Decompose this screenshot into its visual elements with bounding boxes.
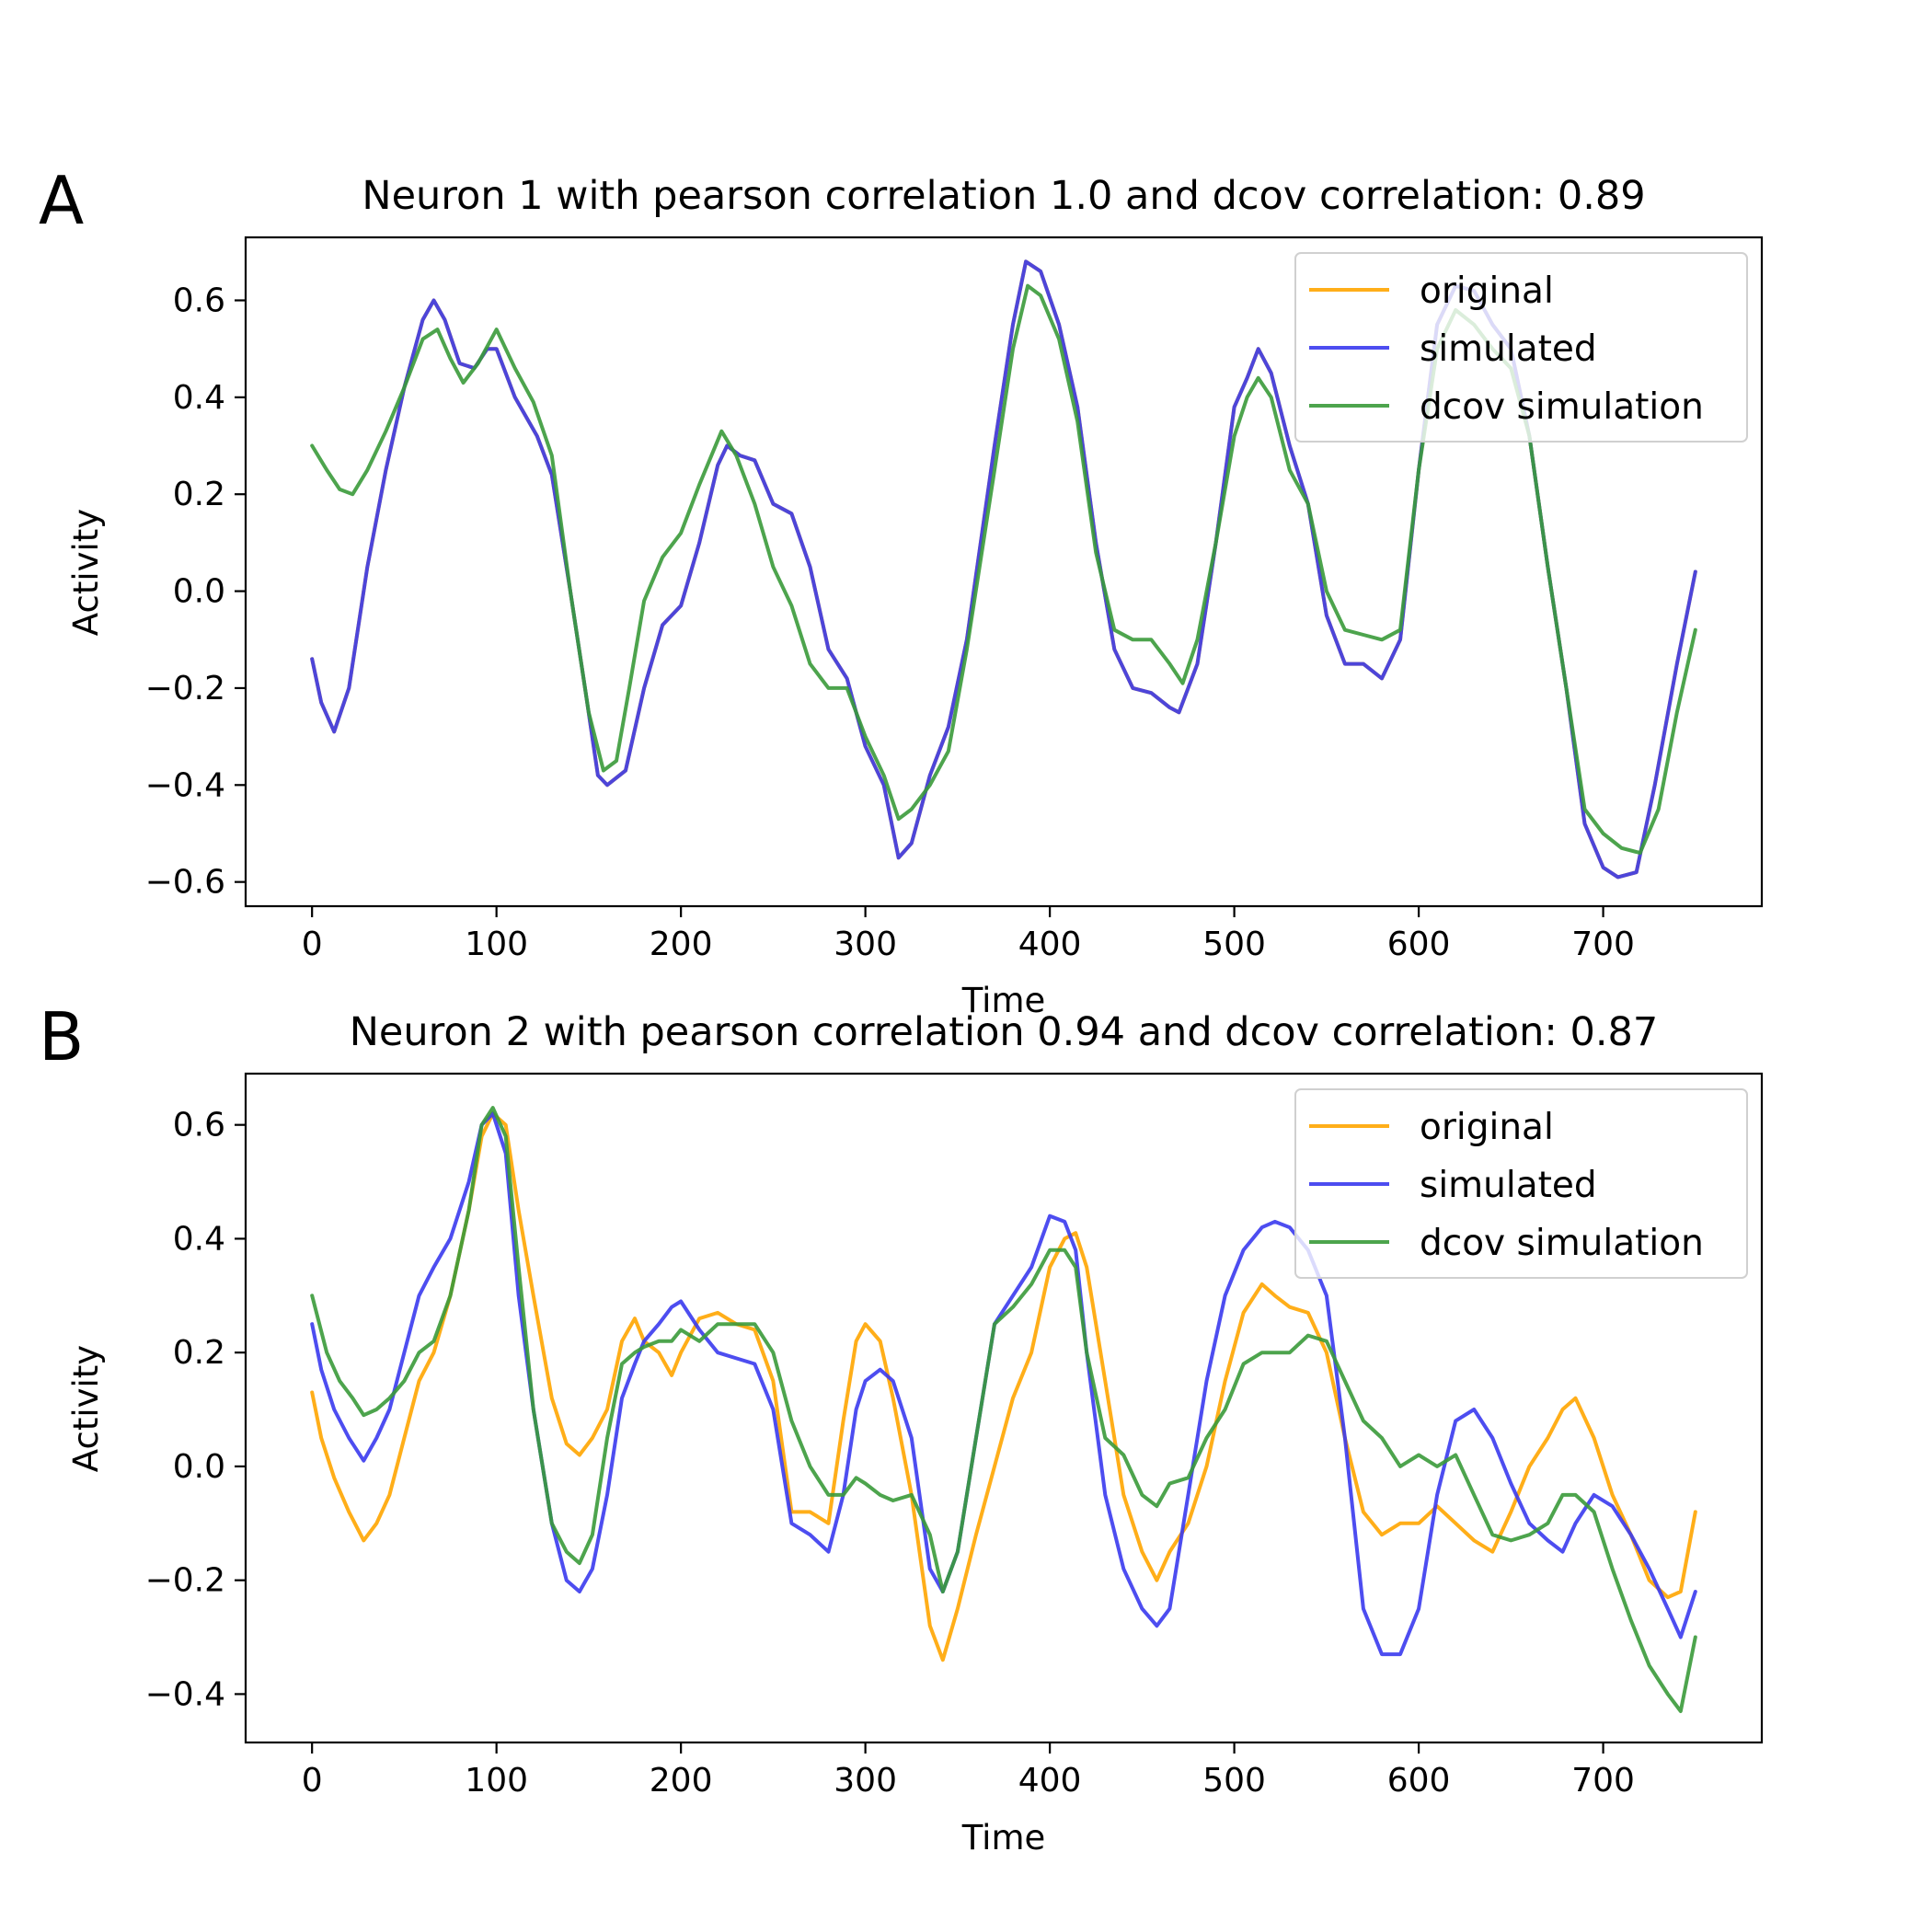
plot-frame xyxy=(244,236,1764,908)
series-line-original xyxy=(310,1111,1697,1662)
panel-a: A Neuron 1 with pearson correlation 1.0 … xyxy=(39,162,1764,1020)
y-tick-label: −0.4 xyxy=(145,1675,225,1713)
x-tick-label: 100 xyxy=(465,1762,528,1800)
x-tick-label: 500 xyxy=(1202,1762,1266,1800)
x-tick-label: 500 xyxy=(1202,926,1266,963)
legend: original simulated dcov simulation xyxy=(1294,252,1748,443)
y-axis-label: Activity xyxy=(66,1345,106,1472)
x-tick-label: 700 xyxy=(1571,1762,1635,1800)
legend: original simulated dcov simulation xyxy=(1294,1088,1748,1279)
x-axis-label: Time xyxy=(961,1818,1046,1857)
x-axis-label: Time xyxy=(961,981,1046,1020)
series-line-dcov xyxy=(310,1106,1697,1713)
panel-b: B Neuron 2 with pearson correlation 0.94… xyxy=(39,998,1764,1857)
legend-box xyxy=(1294,252,1748,443)
legend-label: simulated xyxy=(1420,328,1597,370)
legend-label: original xyxy=(1420,1107,1554,1148)
y-tick-label: 0.0 xyxy=(173,1448,225,1486)
legend-label: dcov simulation xyxy=(1420,1223,1704,1264)
axis-ticks: 0 100 200 300 400 500 600 700 −0.6 −0.4 −0.2 0.0 0.2… xyxy=(145,282,1635,963)
y-tick-label: 0.4 xyxy=(173,1220,225,1258)
y-tick-label: 0.0 xyxy=(173,573,225,611)
series-lines xyxy=(310,1106,1697,1713)
x-tick-label: 300 xyxy=(834,926,897,963)
x-tick-label: 0 xyxy=(302,926,323,963)
x-tick-label: 400 xyxy=(1018,1762,1082,1800)
y-tick-label: −0.6 xyxy=(145,864,225,902)
plot-frame xyxy=(244,1072,1764,1744)
y-tick-label: −0.2 xyxy=(145,1562,225,1600)
legend-label: original xyxy=(1420,270,1554,312)
y-tick-label: −0.4 xyxy=(145,766,225,804)
y-tick-label: −0.2 xyxy=(145,670,225,707)
x-tick-label: 600 xyxy=(1387,926,1451,963)
x-tick-label: 200 xyxy=(650,926,713,963)
chart-title: Neuron 2 with pearson correlation 0.94 a… xyxy=(350,1009,1659,1055)
x-tick-label: 600 xyxy=(1387,1762,1451,1800)
x-tick-label: 200 xyxy=(650,1762,713,1800)
x-tick-label: 300 xyxy=(834,1762,897,1800)
y-tick-label: 0.6 xyxy=(173,1107,225,1144)
x-tick-label: 700 xyxy=(1571,926,1635,963)
x-tick-label: 400 xyxy=(1018,926,1082,963)
panel-label: B xyxy=(39,998,84,1075)
y-tick-label: 0.2 xyxy=(173,1334,225,1372)
legend-label: dcov simulation xyxy=(1420,386,1704,428)
panel-label: A xyxy=(39,162,84,239)
x-tick-label: 100 xyxy=(465,926,528,963)
chart-title: Neuron 1 with pearson correlation 1.0 an… xyxy=(362,173,1645,219)
y-tick-label: 0.2 xyxy=(173,476,225,513)
x-tick-label: 0 xyxy=(302,1762,323,1800)
y-tick-label: 0.6 xyxy=(173,282,225,319)
y-tick-label: 0.4 xyxy=(173,379,225,417)
legend-label: simulated xyxy=(1420,1165,1597,1206)
legend-box xyxy=(1294,1088,1748,1279)
axis-ticks: 0 100 200 300 400 500 600 700 −0.4 −0.2 0.0 0.2 0.4 0… xyxy=(145,1107,1635,1800)
y-axis-label: Activity xyxy=(66,509,106,636)
